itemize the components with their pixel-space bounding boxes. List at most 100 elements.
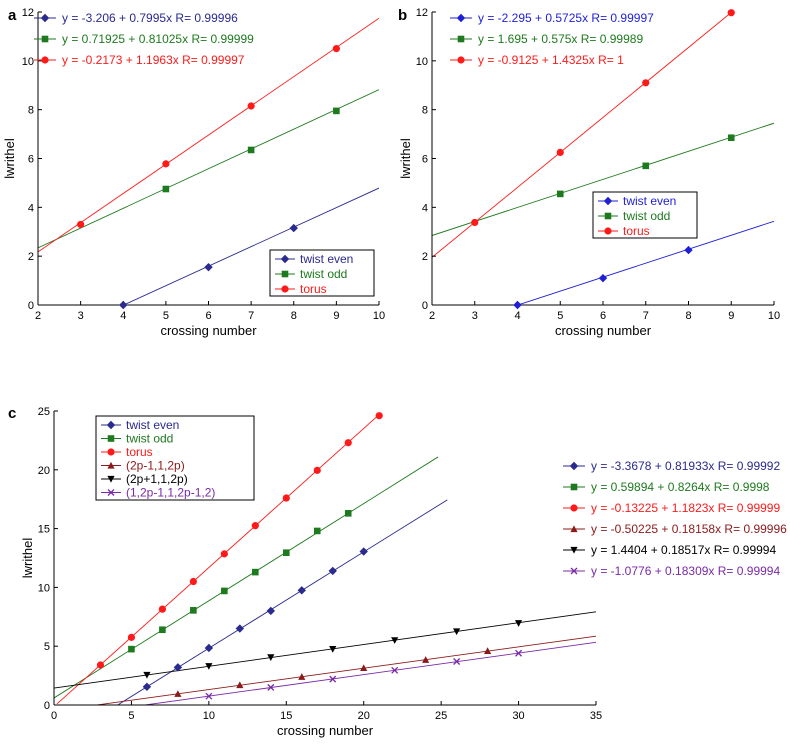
y-tick-label: 6	[28, 154, 34, 166]
legend-label: twist even	[623, 194, 676, 208]
y-tick-label: 6	[422, 154, 428, 166]
data-point	[221, 587, 228, 595]
equation-text: y = -2.295 + 0.5725x R= 0.99997	[478, 11, 654, 25]
data-point	[642, 79, 650, 87]
data-point	[313, 527, 321, 535]
fit-line	[117, 499, 448, 705]
legend-label: torus	[623, 224, 650, 238]
data-point	[205, 692, 213, 700]
data-point	[267, 654, 275, 661]
data-point	[220, 550, 228, 558]
panel-label: a	[8, 7, 17, 24]
fit-line	[54, 456, 439, 699]
equation-text: y = -1.0776 + 0.18309x R= 0.99994	[591, 564, 780, 578]
data-point	[235, 624, 245, 633]
data-point	[332, 45, 340, 53]
equation-text: y = 0.71925 + 0.81025x R= 0.99999	[62, 32, 254, 46]
y-tick-label: 0	[28, 300, 34, 312]
x-tick-label: 10	[203, 710, 215, 722]
legend-label: (1,2p-1,1,2p-1,2)	[126, 486, 215, 500]
data-point	[158, 605, 166, 613]
x-tick-label: 2	[35, 310, 41, 322]
fit-line	[145, 641, 596, 705]
legend-swatch-marker	[604, 227, 612, 235]
x-tick-label: 4	[120, 310, 126, 322]
data-point	[159, 626, 166, 634]
equation-swatch-marker	[457, 35, 465, 43]
equation-text: y = -0.9125 + 1.4325x R= 1	[478, 53, 624, 67]
equation-text: y = -3.3678 + 0.81933x R= 0.99992	[591, 459, 780, 473]
legend-box	[95, 415, 255, 501]
x-tick-label: 6	[205, 310, 211, 322]
legend-label: (2p+1,1,2p)	[126, 472, 188, 486]
x-tick-label: 7	[643, 310, 649, 322]
data-point	[119, 300, 128, 310]
data-point	[236, 681, 244, 689]
data-point	[642, 162, 650, 170]
x-tick-label: 8	[685, 310, 691, 322]
data-point	[289, 223, 298, 233]
fit-line	[432, 12, 733, 258]
equation-swatch-marker	[570, 504, 578, 512]
equation-swatch-marker	[570, 525, 578, 533]
y-tick-label: 4	[422, 202, 428, 214]
legend-label: twist even	[126, 418, 179, 432]
equation-swatch-marker	[570, 483, 578, 491]
data-point	[391, 666, 399, 674]
x-tick-label: 4	[514, 310, 520, 322]
legend-label: twist odd	[126, 432, 173, 446]
data-point	[204, 262, 213, 272]
equation-text: y = -0.50225 + 0.18158x R= 0.99996	[591, 522, 787, 536]
equation-text: y = -3.206 + 0.7995x R= 0.99996	[62, 11, 238, 25]
y-tick-label: 10	[416, 56, 428, 68]
data-point	[333, 107, 340, 115]
y-tick-label: 20	[38, 465, 50, 477]
data-point	[252, 568, 259, 576]
legend-swatch-marker	[107, 448, 115, 456]
y-tick-label: 2	[422, 251, 428, 263]
x-tick-label: 10	[373, 310, 385, 322]
data-point	[204, 643, 214, 653]
legend-swatch-marker	[107, 461, 115, 469]
equation-text: y = 1.4404 + 0.18517x R= 0.99994	[591, 543, 776, 557]
data-point	[329, 646, 337, 653]
fit-line	[56, 414, 380, 705]
panel-label: c	[8, 405, 16, 422]
panel-c: 0 5 10 15 20 25 30 35 0 5 10 15 20 25 crossing number l…	[8, 405, 787, 738]
x-tick-label: 15	[280, 710, 292, 722]
data-point	[174, 690, 182, 697]
data-point	[391, 637, 399, 644]
legend-swatch-marker	[281, 285, 289, 293]
y-axis-label: lwrithel	[20, 538, 35, 579]
x-tick-label: 5	[128, 710, 134, 722]
x-tick-label: 35	[590, 710, 602, 722]
data-point	[162, 185, 170, 193]
fit-line	[38, 89, 379, 249]
data-point	[282, 549, 290, 557]
data-point	[471, 218, 479, 227]
legend-label: torus	[300, 282, 327, 296]
y-tick-label: 25	[38, 406, 50, 418]
y-tick-label: 12	[22, 7, 34, 19]
data-point	[422, 656, 430, 663]
data-point	[344, 510, 352, 517]
y-tick-label: 4	[28, 202, 34, 214]
x-axis-label: crossing number	[555, 323, 652, 338]
legend-label: torus	[126, 445, 153, 459]
data-point	[515, 649, 523, 657]
legend-swatch-marker	[281, 270, 289, 278]
data-point	[266, 606, 275, 616]
data-point	[453, 628, 461, 636]
legend-swatch-marker	[107, 489, 115, 496]
y-axis-label: lwrithel	[2, 138, 17, 179]
data-point	[77, 220, 85, 229]
x-tick-label: 6	[600, 310, 606, 322]
equation-swatch-marker	[457, 56, 465, 64]
data-point	[598, 273, 608, 283]
y-tick-label: 0	[422, 300, 428, 312]
data-point	[313, 466, 321, 474]
x-tick-label: 2	[429, 310, 435, 322]
y-tick-label: 10	[38, 582, 50, 594]
data-point	[251, 522, 259, 530]
y-tick-label: 0	[44, 700, 50, 712]
